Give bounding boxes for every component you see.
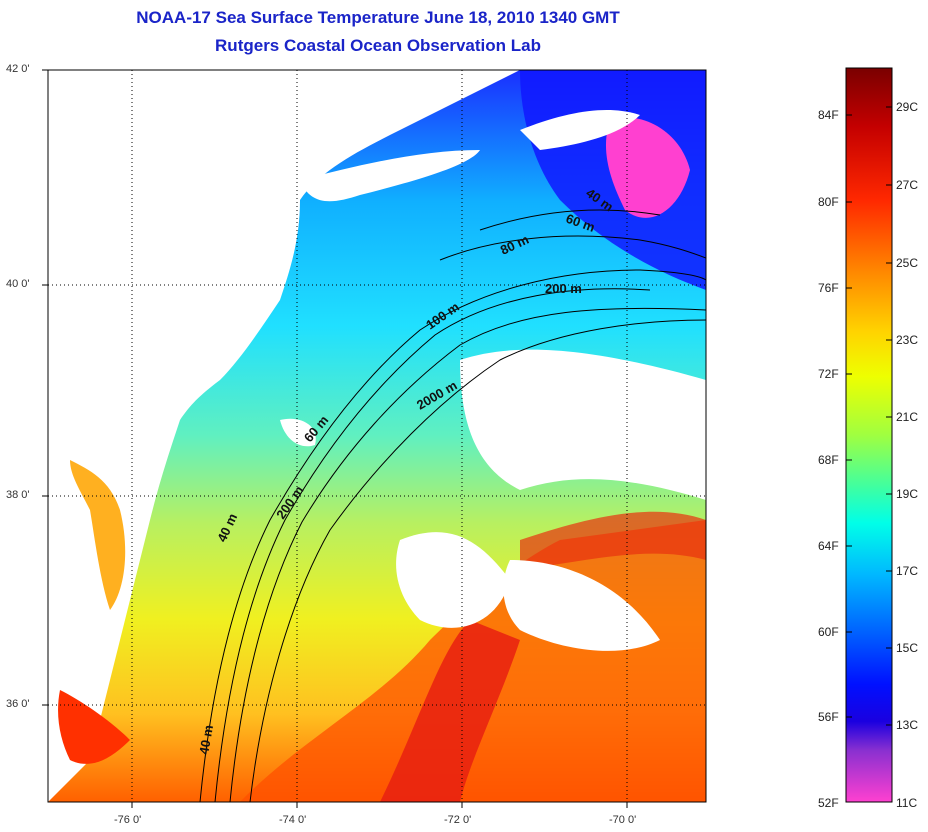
lon-tick-label: -76 0' (114, 814, 142, 826)
colorbar-ticks (846, 106, 892, 726)
land-long-island (300, 150, 480, 202)
map-ticks (42, 69, 628, 808)
colorbar-f-label: 80F (818, 195, 839, 209)
colorbar-f-label: 84F (818, 108, 839, 122)
lat-tick-label: 42 0' (6, 63, 30, 75)
colorbar-f-label: 68F (818, 453, 839, 467)
lat-tick-label: 36 0' (6, 698, 30, 710)
gulf-stream-core (380, 620, 520, 802)
colorbar (845, 67, 893, 803)
land-cape-cod (520, 110, 640, 150)
contour-label: 40 m (196, 724, 216, 756)
map-grid (48, 70, 706, 802)
map-title: NOAA-17 Sea Surface Temperature June 18,… (136, 8, 620, 27)
lat-tick-label: 38 0' (6, 489, 30, 501)
colorbar-f-label: 72F (818, 367, 839, 381)
colorbar-c-label: 21C (896, 410, 919, 424)
lon-tick-label: -70 0' (609, 814, 637, 826)
colorbar-c-label: 11C (896, 796, 918, 810)
colorbar-f-label: 64F (818, 539, 839, 553)
cloud-mask-3 (503, 560, 660, 651)
colorbar-c-label: 13C (896, 718, 919, 732)
map-raster: 40 m 60 m 80 m 200 m 100 m 2000 m 60 m 4… (48, 70, 706, 802)
pamlico-sound (58, 690, 130, 764)
cloud-mask-4 (280, 418, 316, 447)
colorbar-c-label: 23C (896, 333, 919, 347)
colorbar-c-label: 19C (896, 487, 919, 501)
contour-label: 200 m (545, 281, 582, 296)
lon-tick-label: -72 0' (444, 814, 472, 826)
colorbar-c-label: 29C (896, 100, 919, 114)
lon-tick-label: -74 0' (279, 814, 307, 826)
colorbar-f-label: 76F (818, 281, 839, 295)
colorbar-f-label: 60F (818, 625, 839, 639)
colorbar-c-label: 17C (896, 564, 919, 578)
land-mainland (48, 70, 520, 802)
colorbar-c-label: 27C (896, 178, 919, 192)
map-subtitle: Rutgers Coastal Ocean Observation Lab (215, 36, 541, 55)
lat-tick-label: 40 0' (6, 278, 30, 290)
colorbar-f-label: 56F (818, 710, 839, 724)
colorbar-c-label: 15C (896, 641, 919, 655)
map-frame (47, 69, 707, 803)
colorbar-c-label: 25C (896, 256, 919, 270)
warm-eddy (520, 511, 706, 570)
colorbar-f-label: 52F (818, 796, 839, 810)
cloud-mask-1 (460, 349, 706, 500)
cloud-mask-2 (396, 532, 510, 628)
isobath-contours (199, 209, 706, 802)
chesapeake-bay (70, 460, 126, 610)
